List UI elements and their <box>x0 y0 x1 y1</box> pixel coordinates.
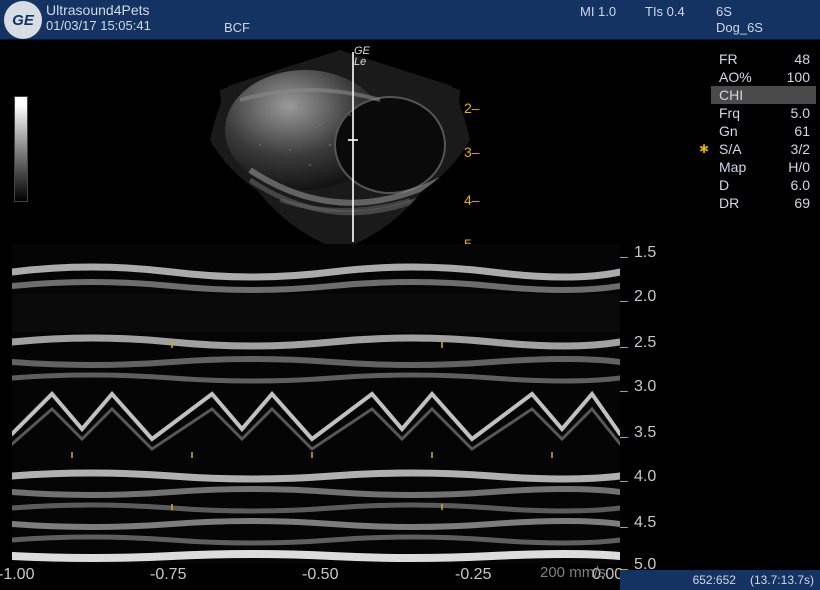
tis-label: TIs 0.4 <box>645 4 685 19</box>
time-scale-label: -0.75 <box>150 566 186 584</box>
mmode-depth-label: 3.5 <box>634 424 656 442</box>
time-scale-label: -0.25 <box>455 566 491 584</box>
mmode-depth-tick: – <box>620 472 628 488</box>
mode-label: BCF <box>224 20 250 35</box>
sector-overlay-line2: Le <box>354 56 366 68</box>
param-key: S/A <box>719 141 742 157</box>
param-line-sa[interactable]: ✱S/A3/2 <box>711 140 816 158</box>
param-val: 48 <box>794 51 810 67</box>
mmode-depth-label: 3.0 <box>634 378 656 396</box>
time-scale-label: -1.00 <box>0 566 34 584</box>
param-line-dr[interactable]: DR 69 <box>711 194 816 212</box>
top-bar: GE Ultrasound4Pets 01/03/17 15:05:41 BCF… <box>0 0 820 40</box>
institution-title: Ultrasound4Pets <box>46 2 151 18</box>
param-line-frq[interactable]: Frq 5.0 <box>711 104 816 122</box>
sweep-speed-label: 200 mm/s <box>540 564 606 581</box>
mmode-depth-tick: – <box>620 338 628 354</box>
param-key: Map <box>719 159 746 175</box>
sector-depth-mark: 2– <box>464 100 480 116</box>
mmode-strip[interactable] <box>12 244 620 564</box>
mmode-depth-tick: – <box>620 382 628 398</box>
param-key: Frq <box>719 105 740 121</box>
sector-depth-mark: 3– <box>464 144 480 160</box>
mmode-depth-label: 4.5 <box>634 514 656 532</box>
status-bar: 652:652 (13.7:13.7s) <box>620 570 820 590</box>
mmode-depth-tick: – <box>620 518 628 534</box>
param-key: CHI <box>719 87 743 103</box>
probe-label: 6S <box>716 4 732 19</box>
datetime-label: 01/03/17 15:05:41 <box>46 18 151 33</box>
top-left-block: Ultrasound4Pets 01/03/17 15:05:41 <box>46 0 151 39</box>
mi-label: MI 1.0 <box>580 4 616 19</box>
param-key: FR <box>719 51 738 67</box>
param-line-ao[interactable]: AO% 100 <box>711 68 816 86</box>
mmode-depth-tick: – <box>620 292 628 308</box>
grayscale-bar <box>14 96 28 202</box>
param-line-chi[interactable]: CHI <box>711 86 816 104</box>
mmode-depth-label: 2.0 <box>634 288 656 306</box>
mmode-depth-label: 2.5 <box>634 334 656 352</box>
param-key: D <box>719 177 729 193</box>
param-line-map[interactable]: Map H/0 <box>711 158 816 176</box>
bmode-sector[interactable] <box>190 50 490 250</box>
time-scale-label: -0.50 <box>302 566 338 584</box>
param-val: 100 <box>787 69 810 85</box>
preset-label: Dog_6S <box>716 20 763 35</box>
sector-overlay-label: GE Le <box>354 46 370 68</box>
status-time: (13.7:13.7s) <box>750 573 814 587</box>
sector-depth-mark: 4– <box>464 192 480 208</box>
mmode-depth-tick: – <box>620 248 628 264</box>
param-val: 69 <box>794 195 810 211</box>
param-val: 5.0 <box>791 105 810 121</box>
param-val: 3/2 <box>791 141 810 157</box>
param-val: 6.0 <box>791 177 810 193</box>
param-key: Gn <box>719 123 738 139</box>
param-mark-icon: ✱ <box>699 142 709 156</box>
param-val: H/0 <box>788 159 810 175</box>
status-frames: 652:652 <box>693 573 736 587</box>
param-line-fr[interactable]: FR 48 <box>711 50 816 68</box>
param-panel: FR48AO%100CHIFrq5.0Gn61✱S/A3/2MapH/0D6.0… <box>711 50 816 212</box>
param-val: 61 <box>794 123 810 139</box>
content-area: GE Le 2–3–4–5– <box>0 40 820 590</box>
param-line-gn[interactable]: Gn 61 <box>711 122 816 140</box>
param-key: DR <box>719 195 739 211</box>
param-key: AO% <box>719 69 752 85</box>
param-line-d[interactable]: D 6.0 <box>711 176 816 194</box>
mmode-depth-label: 4.0 <box>634 468 656 486</box>
mmode-depth-tick: – <box>620 428 628 444</box>
mmode-depth-label: 1.5 <box>634 244 656 262</box>
ge-logo: GE <box>4 1 42 39</box>
